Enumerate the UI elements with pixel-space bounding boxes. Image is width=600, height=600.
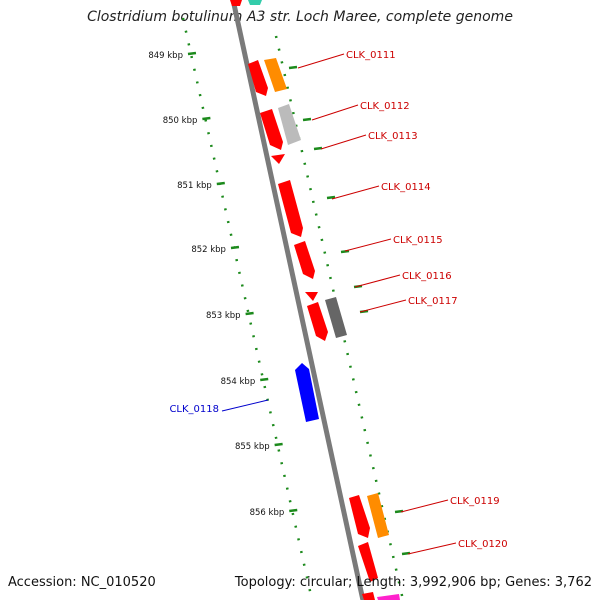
gene-arrow xyxy=(278,104,301,145)
gene-arrow-clk-0113 xyxy=(271,154,285,164)
gene-arrow xyxy=(230,0,242,6)
kbp-tick-label: 853 kbp xyxy=(206,311,241,321)
right-major-tick xyxy=(288,65,298,70)
gene-callout-line xyxy=(354,274,401,288)
gene-label: CLK_0119 xyxy=(450,496,500,507)
gene-label: CLK_0112 xyxy=(360,101,410,112)
gene-arrow-clk-0114 xyxy=(278,180,303,237)
gene-label: CLK_0116 xyxy=(402,271,452,282)
kbp-major-tick xyxy=(202,116,211,121)
kbp-major-tick xyxy=(260,377,269,382)
gene-arrow-clk-0111 xyxy=(264,58,287,92)
kbp-tick-label: 849 kbp xyxy=(148,51,183,61)
gene-arrow-clk-0118 xyxy=(295,363,319,422)
right-major-tick xyxy=(313,146,323,151)
right-tick-track xyxy=(274,35,405,600)
kbp-major-tick xyxy=(216,181,225,186)
gene-arrow xyxy=(325,297,347,338)
right-major-tick xyxy=(302,117,312,122)
right-major-tick xyxy=(394,509,404,514)
gene-label: CLK_0114 xyxy=(381,182,431,193)
gene-arrow xyxy=(362,592,375,600)
gene-label: CLK_0111 xyxy=(346,50,396,61)
gene-callout-line xyxy=(297,53,345,69)
gene-callout-line xyxy=(400,499,449,513)
right-major-tick xyxy=(326,195,336,200)
gene-arrow-clk-0119 xyxy=(349,495,370,538)
gene-callout-line xyxy=(311,104,359,121)
kbp-tick-label: 856 kbp xyxy=(250,508,285,518)
right-major-tick xyxy=(401,551,411,556)
gene-callout-line xyxy=(344,238,392,252)
left-tick-track xyxy=(181,17,314,600)
gene-label: CLK_0120 xyxy=(458,539,508,550)
gene-label: CLK_0117 xyxy=(408,296,458,307)
gene-label: CLK_0115 xyxy=(393,235,443,246)
accession-text: Accession: NC_010520 xyxy=(8,575,156,590)
kbp-major-tick xyxy=(274,442,283,447)
right-major-tick xyxy=(340,249,350,254)
gene-callout-line xyxy=(221,399,269,412)
gene-arrow-clk-0115 xyxy=(294,241,315,279)
gene-callout-line xyxy=(407,542,457,555)
kbp-major-tick xyxy=(230,245,240,250)
gene-label: CLK_0113 xyxy=(368,131,418,142)
genome-title: Clostridium botulinum A3 str. Loch Maree… xyxy=(87,9,513,25)
kbp-major-tick xyxy=(187,51,197,56)
gene-arrow-clk-0112 xyxy=(260,109,283,150)
kbp-tick-label: 855 kbp xyxy=(235,442,270,452)
kbp-tick-label: 854 kbp xyxy=(221,377,256,387)
gene-arrow xyxy=(377,594,400,600)
kbp-major-tick xyxy=(289,508,298,513)
gene-callout-line xyxy=(331,185,380,200)
gene-callout-line xyxy=(320,134,367,150)
backbone-line xyxy=(230,0,366,600)
gene-label: CLK_0118 xyxy=(169,404,219,415)
gene-arrow xyxy=(367,493,389,538)
kbp-major-tick xyxy=(245,311,254,316)
topology-text: Topology: circular; Length: 3,992,906 bp… xyxy=(234,575,592,590)
gene-arrow xyxy=(248,0,262,5)
gene-arrow-clk-0116 xyxy=(305,292,318,301)
gene-callout-line xyxy=(359,299,407,313)
kbp-tick-label: 852 kbp xyxy=(191,245,226,255)
gene-arrow-clk-0117 xyxy=(307,302,328,341)
kbp-tick-label: 850 kbp xyxy=(163,116,198,126)
kbp-tick-label: 851 kbp xyxy=(177,181,212,191)
gene-arrow-clk-0111 xyxy=(248,60,268,96)
gene-arrow-clk-0120 xyxy=(358,542,378,582)
